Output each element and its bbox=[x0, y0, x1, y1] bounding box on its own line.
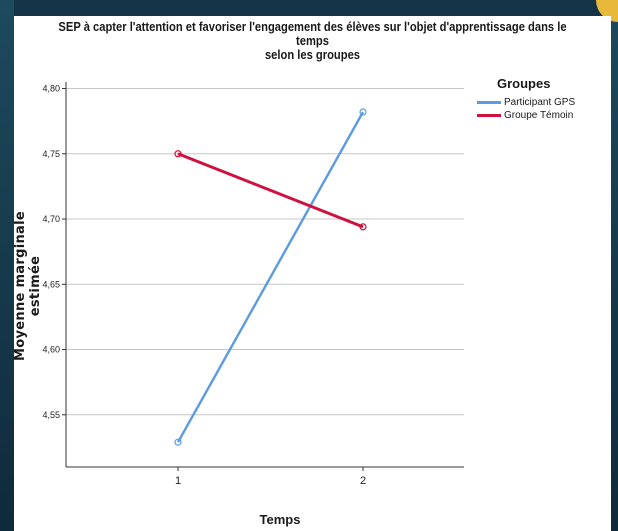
legend-label-groupe-temoin: Groupe Témoin bbox=[504, 110, 574, 121]
legend-item-participant-gps: Participant GPS bbox=[477, 96, 575, 109]
slide-frame-left bbox=[0, 0, 14, 531]
slide-frame-right bbox=[611, 0, 618, 531]
y-tick-label: 4,60 bbox=[42, 345, 60, 355]
chart-title-line-1: SEP à capter l'attention et favoriser l'… bbox=[58, 19, 567, 48]
y-tick-label: 4,70 bbox=[42, 214, 60, 224]
y-tick-label: 4,55 bbox=[42, 410, 60, 420]
chart-title-line-2: selon les groupes bbox=[264, 47, 361, 62]
y-tick-label: 4,65 bbox=[42, 279, 60, 289]
series-line-groupe-t-moin bbox=[177, 152, 364, 229]
y-tick-label: 4,80 bbox=[42, 84, 60, 94]
data-point-groupe-t-moin bbox=[359, 223, 367, 231]
legend: Groupes Participant GPS Groupe Témoin bbox=[477, 76, 575, 122]
x-axis-label: Temps bbox=[259, 512, 301, 527]
data-point-participant-gps bbox=[174, 438, 182, 446]
data-point-groupe-t-moin bbox=[174, 150, 182, 158]
legend-item-groupe-temoin: Groupe Témoin bbox=[477, 109, 575, 122]
y-tick-label: 4,75 bbox=[42, 149, 60, 159]
data-point-participant-gps bbox=[359, 108, 367, 116]
chart-panel: SEP à capter l'attention et favoriser l'… bbox=[13, 16, 611, 531]
x-tick-label: 1 bbox=[175, 475, 181, 487]
series-line-participant-gps bbox=[176, 111, 365, 443]
line-chart: 4,55 4,60 4,65 4,70 4,75 4,80 1 2 bbox=[42, 82, 464, 487]
legend-label-participant-gps: Participant GPS bbox=[504, 97, 576, 108]
legend-swatch-groupe-temoin bbox=[477, 114, 501, 117]
legend-swatch-participant-gps bbox=[477, 101, 501, 104]
y-axis-label: Moyenne marginale estimée bbox=[13, 211, 43, 361]
chart-title: SEP à capter l'attention et favoriser l'… bbox=[56, 20, 569, 62]
x-tick-label: 2 bbox=[360, 475, 366, 487]
legend-title: Groupes bbox=[497, 76, 551, 91]
